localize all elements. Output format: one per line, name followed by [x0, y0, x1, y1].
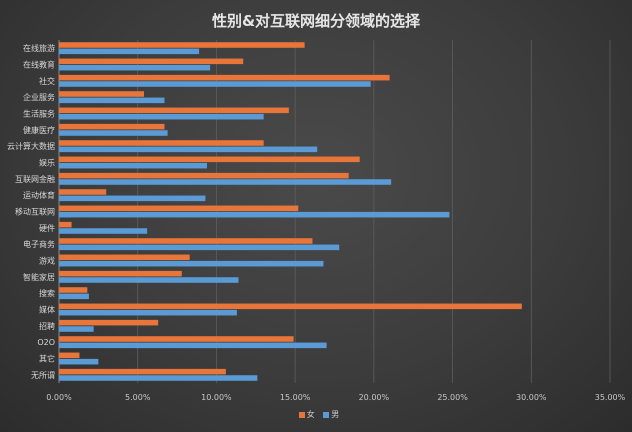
bar-male: [59, 211, 450, 218]
category-label: 在线教育: [23, 60, 55, 70]
bar-male: [59, 228, 148, 234]
bar-male: [59, 342, 327, 349]
x-tick-label: 30.00%: [516, 393, 547, 402]
bar-female: [59, 221, 72, 228]
category-label: 企业服务: [23, 92, 55, 102]
bar-male: [59, 260, 324, 267]
category-label: 搜索: [39, 288, 55, 298]
legend-label-female: 女: [306, 410, 315, 419]
bar-male: [59, 244, 340, 251]
chart-title: 性别&对互联网细分领域的选择: [211, 12, 421, 30]
category-label: 在线旅游: [23, 43, 55, 53]
bar-male: [59, 97, 165, 104]
category-label: 游戏: [39, 256, 55, 266]
x-tick-label: 35.00%: [595, 393, 626, 402]
bar-male: [59, 326, 94, 332]
bar-male: [59, 64, 211, 71]
x-tick-label: 15.00%: [280, 393, 311, 402]
category-label: 其它: [39, 354, 55, 364]
category-label: 生活服务: [23, 109, 55, 119]
bar-female: [59, 189, 107, 195]
x-tick-label: 0.00%: [46, 393, 72, 402]
x-tick-label: 10.00%: [201, 393, 232, 402]
x-tick-label: 5.00%: [125, 393, 151, 402]
bar-female: [59, 107, 289, 114]
bar-female: [59, 303, 522, 310]
bar-female: [59, 205, 299, 212]
bar-female: [59, 238, 313, 244]
category-label: 媒体: [39, 305, 55, 315]
bar-female: [59, 336, 294, 342]
category-label: 无所谓: [31, 370, 55, 380]
category-label: 娱乐: [39, 158, 55, 168]
bar-male: [59, 48, 200, 55]
bar-female: [59, 58, 244, 65]
bar-male: [59, 113, 264, 120]
bar-female: [59, 287, 88, 293]
bar-female: [59, 140, 264, 146]
category-label: O2O: [37, 338, 55, 347]
bar-female: [59, 74, 390, 81]
legend-label-male: 男: [331, 410, 340, 419]
bar-female: [59, 91, 145, 97]
x-tick-label: 20.00%: [359, 393, 390, 402]
bar-male: [59, 277, 239, 283]
bar-female: [59, 270, 182, 277]
category-label: 电子商务: [23, 239, 55, 249]
bar-female: [59, 368, 226, 375]
bar-male: [59, 162, 207, 169]
bar-male: [59, 130, 168, 136]
bar-female: [59, 319, 159, 326]
bar-female: [59, 123, 165, 130]
bar-female: [59, 156, 360, 163]
category-label: 互联网金融: [15, 174, 55, 184]
bar-male: [59, 358, 99, 365]
bar-female: [59, 42, 305, 48]
legend-swatch-male: [323, 411, 330, 418]
bar-male: [59, 195, 206, 202]
category-label: 云计算大数据: [7, 141, 55, 151]
category-label: 招聘: [39, 321, 55, 331]
bar-female: [59, 254, 190, 261]
legend-swatch-female: [298, 411, 305, 418]
legend: 女 男: [0, 409, 632, 420]
category-label: 健康医疗: [23, 125, 55, 135]
category-label: 移动互联网: [15, 207, 55, 217]
bar-male: [59, 146, 318, 153]
x-tick-label: 25.00%: [437, 393, 468, 402]
category-label: 运动体育: [23, 190, 55, 200]
bar-male: [59, 293, 89, 300]
bar-male: [59, 375, 258, 381]
bar-male: [59, 309, 237, 316]
bar-female: [59, 172, 349, 179]
bar-male: [59, 81, 371, 87]
category-label: 智能家居: [23, 272, 55, 282]
bar-male: [59, 179, 392, 185]
category-label: 硬件: [39, 223, 55, 233]
category-label: 社交: [39, 76, 55, 86]
bar-female: [59, 352, 80, 359]
